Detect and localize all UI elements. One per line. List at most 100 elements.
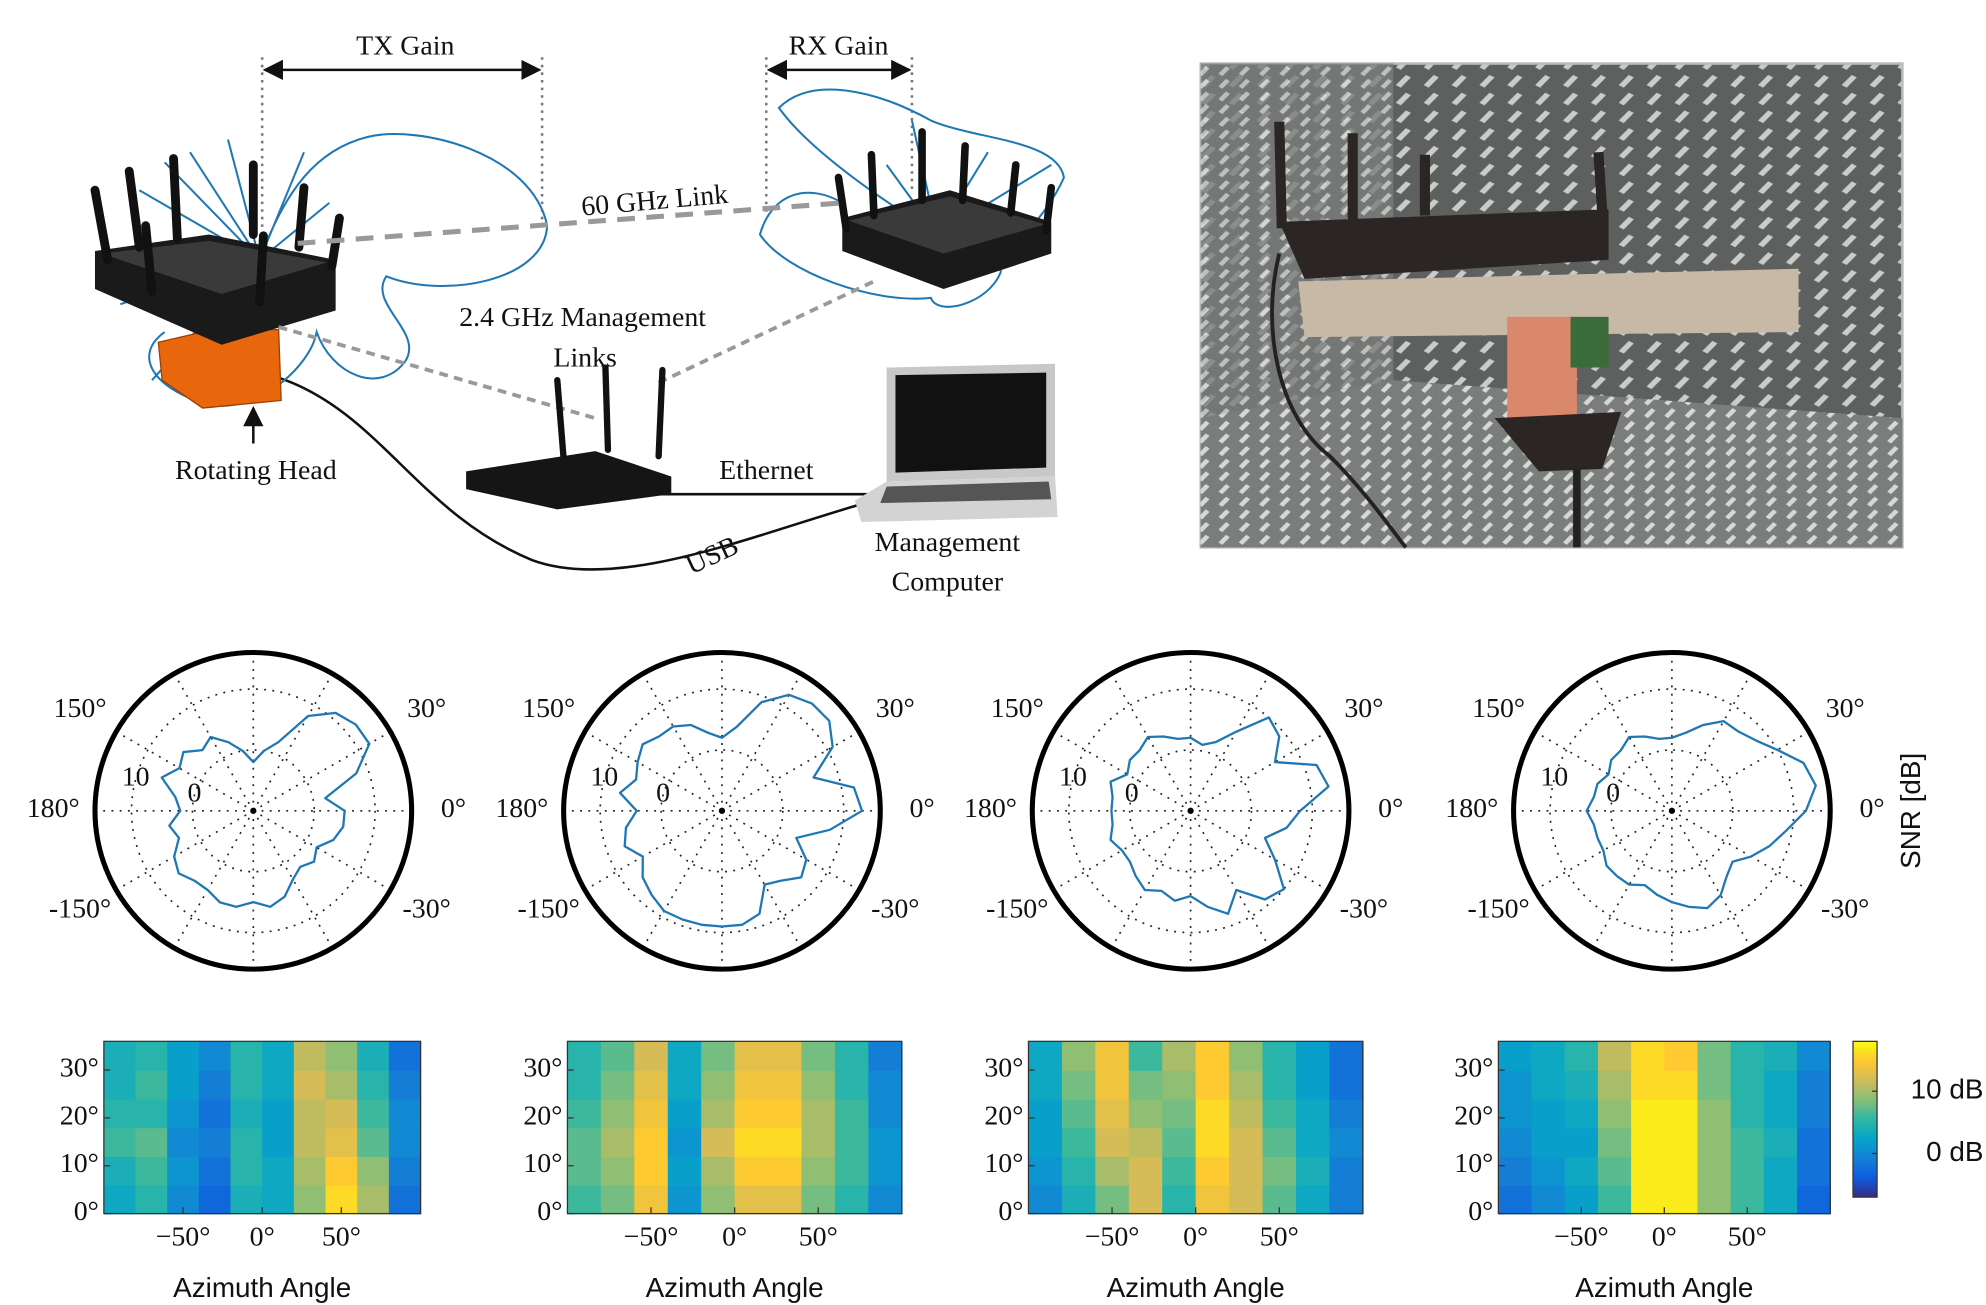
heatmap-cell [1697,1127,1731,1156]
heatmap-cell [701,1127,735,1156]
heatmap-cell [1329,1156,1363,1185]
pattern-line [620,695,862,927]
y-tick-label: 0° [1468,1196,1493,1227]
angle-grid-line [722,732,859,811]
heatmap-cell [136,1099,168,1128]
heatmap-cell [1095,1070,1129,1099]
heatmap-cell [601,1127,635,1156]
heatmap-cell [768,1185,802,1214]
heatmap-cell [601,1070,635,1099]
heatmap-cell [167,1099,199,1128]
heatmap-cell [1797,1070,1831,1099]
heatmap-cell [104,1041,136,1070]
x-tick-label: 0° [1652,1221,1677,1252]
radial-tick-label: 0 [656,777,670,808]
heatmap-cell [868,1156,902,1185]
angle-grid-line [1191,811,1270,948]
heatmap-cell [1631,1099,1665,1128]
angle-grid-line [1672,811,1751,948]
link-60ghz [298,203,843,244]
heatmap-cell [1296,1070,1330,1099]
y-tick-label: 20° [60,1100,99,1131]
heatmap-cell [357,1099,389,1128]
heatmap-cell [601,1099,635,1128]
y-tick-label: 0° [74,1196,99,1227]
heatmap-cell [1598,1099,1632,1128]
heatmap-cell [1162,1156,1196,1185]
heatmap-cell [768,1127,802,1156]
heatmap-cell [262,1041,294,1070]
x-axis-label: Azimuth Angle [1107,1272,1285,1303]
heatmap-cell [801,1156,835,1185]
heatmap-cell [1532,1041,1566,1070]
colorbar-tick-label: 0 dB [1926,1136,1983,1167]
label: USB [681,530,743,581]
heatmap-cell [1129,1185,1163,1214]
heatmap-cell [1229,1041,1263,1070]
heatmap-cell [357,1041,389,1070]
x-tick-label: 50° [799,1221,838,1252]
heatmap-cell [1764,1041,1798,1070]
heatmap-cell [1129,1070,1163,1099]
heatmap-cell [668,1099,702,1128]
heatmap-cell [1095,1041,1129,1070]
heatmap-cell [136,1070,168,1099]
heatmap-cell [262,1156,294,1185]
heatmap-cell [1062,1127,1096,1156]
heatmap-cell [1498,1041,1532,1070]
x-tick-label: 0° [722,1221,747,1252]
link-24ghz [279,327,596,418]
heatmap-cell [136,1041,168,1070]
y-tick-label: 30° [523,1052,562,1083]
heatmap-cell [601,1041,635,1070]
heatmap-cell [1498,1070,1532,1099]
heatmap-cell [1196,1156,1230,1185]
heatmap-cell [1162,1070,1196,1099]
angle-tick-label: 150° [522,693,575,724]
colorbar [1853,1041,1877,1197]
angle-tick-label: -150° [49,893,111,924]
heatmap-cell [1731,1070,1765,1099]
heatmap-cell [634,1099,668,1128]
heatmap-cell [389,1070,421,1099]
heatmap-cell [262,1070,294,1099]
heatmap-cell [167,1156,199,1185]
heatmap-cell [199,1185,231,1214]
heatmap-cell [1162,1041,1196,1070]
heatmap-cell [735,1127,769,1156]
y-tick-label: 10° [60,1148,99,1179]
heatmap-cell [1532,1156,1566,1185]
y-tick-label: 30° [1454,1052,1493,1083]
x-tick-label: −50° [624,1221,679,1252]
angle-tick-label: 0° [441,793,466,824]
heatmap-cell [1196,1127,1230,1156]
heatmap-cell [801,1041,835,1070]
figure: TX Gain RX Gain 60 GHz Link 2.4 GHz Mana… [0,0,1986,1305]
heatmap-cell [1731,1041,1765,1070]
angle-tick-label: -30° [1821,893,1869,924]
angle-grid-line [1593,674,1672,811]
heatmap-cell [1229,1156,1263,1185]
heatmap-cell [1664,1127,1698,1156]
heatmap-cell [1598,1127,1632,1156]
y-tick-label: 20° [984,1100,1023,1131]
heatmap-cell [1697,1099,1731,1128]
heatmap-cell [835,1099,869,1128]
heatmap-cell [567,1070,601,1099]
heatmap-cell [1028,1127,1062,1156]
photo [1201,64,1903,548]
heatmap-cell [1196,1099,1230,1128]
angle-grid-line [174,674,253,811]
heatmap-cell [1129,1156,1163,1185]
y-tick-label: 0° [998,1196,1023,1227]
heatmap-cell [1598,1070,1632,1099]
heatmap-cell [1764,1156,1798,1185]
heatmap-cell [1598,1156,1632,1185]
heatmap-cell [668,1070,702,1099]
heatmap-cell [294,1127,326,1156]
heatmap-cell [1095,1127,1129,1156]
heatmap-cell [1697,1070,1731,1099]
heatmap-cell [389,1156,421,1185]
angle-tick-label: 180° [495,793,548,824]
label: TX Gain [356,31,454,62]
